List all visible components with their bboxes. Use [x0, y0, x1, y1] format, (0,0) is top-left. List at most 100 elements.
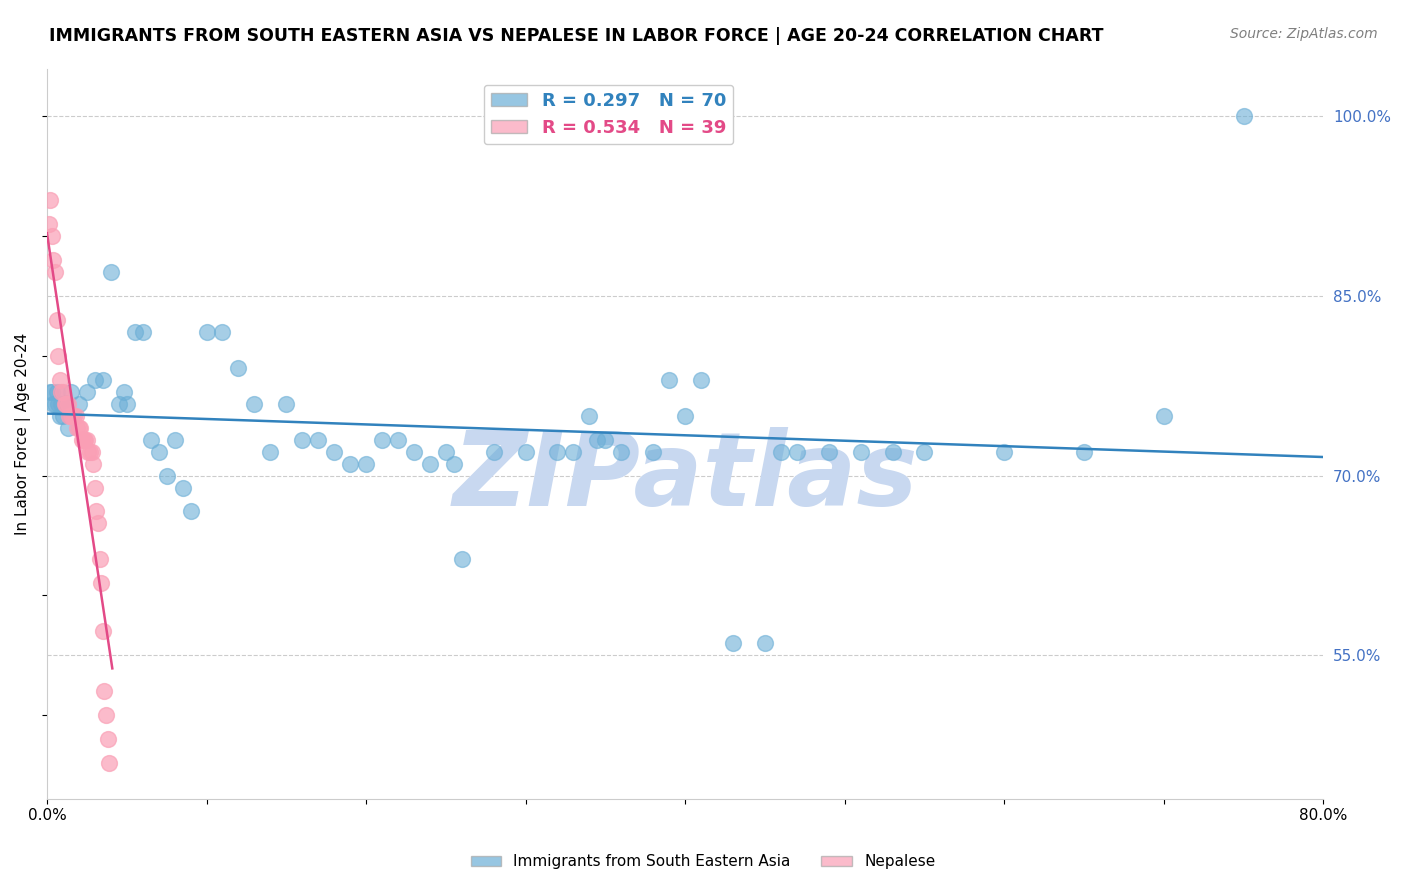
Point	[91, 624, 114, 639]
Point	[450, 552, 472, 566]
Point	[89, 552, 111, 566]
Point	[77, 444, 100, 458]
Point	[139, 433, 162, 447]
Point	[46, 349, 69, 363]
Point	[849, 444, 872, 458]
Point	[91, 373, 114, 387]
Point	[65, 409, 87, 423]
Point	[323, 444, 346, 458]
Point	[354, 457, 377, 471]
Point	[443, 457, 465, 471]
Point	[259, 444, 281, 458]
Point	[45, 313, 67, 327]
Point	[87, 516, 110, 531]
Point	[562, 444, 585, 458]
Point	[610, 444, 633, 458]
Y-axis label: In Labor Force | Age 20-24: In Labor Force | Age 20-24	[15, 333, 31, 535]
Point	[754, 636, 776, 650]
Point	[63, 409, 86, 423]
Point	[993, 444, 1015, 458]
Point	[75, 433, 97, 447]
Point	[339, 457, 361, 471]
Point	[817, 444, 839, 458]
Point	[156, 468, 179, 483]
Point	[172, 481, 194, 495]
Point	[112, 384, 135, 399]
Point	[307, 433, 329, 447]
Point	[44, 397, 66, 411]
Point	[59, 384, 82, 399]
Point	[52, 384, 75, 399]
Point	[148, 444, 170, 458]
Point	[1232, 109, 1254, 123]
Point	[107, 397, 129, 411]
Point	[55, 397, 77, 411]
Point	[42, 397, 65, 411]
Point	[70, 433, 93, 447]
Point	[276, 397, 298, 411]
Point	[46, 397, 69, 411]
Point	[83, 481, 105, 495]
Point	[56, 420, 79, 434]
Point	[42, 253, 65, 268]
Legend: R = 0.297   N = 70, R = 0.534   N = 39: R = 0.297 N = 70, R = 0.534 N = 39	[484, 85, 734, 145]
Point	[291, 433, 314, 447]
Point	[115, 397, 138, 411]
Point	[721, 636, 744, 650]
Point	[786, 444, 808, 458]
Point	[643, 444, 665, 458]
Point	[94, 708, 117, 723]
Point	[595, 433, 617, 447]
Point	[39, 384, 62, 399]
Point	[658, 373, 681, 387]
Point	[53, 397, 76, 411]
Point	[482, 444, 505, 458]
Point	[51, 397, 73, 411]
Point	[515, 444, 537, 458]
Legend: Immigrants from South Eastern Asia, Nepalese: Immigrants from South Eastern Asia, Nepa…	[464, 848, 942, 875]
Point	[1073, 444, 1095, 458]
Point	[882, 444, 904, 458]
Point	[69, 420, 91, 434]
Point	[41, 229, 63, 244]
Point	[45, 384, 67, 399]
Point	[371, 433, 394, 447]
Point	[48, 373, 70, 387]
Point	[56, 397, 79, 411]
Point	[673, 409, 696, 423]
Point	[100, 265, 122, 279]
Point	[547, 444, 569, 458]
Point	[387, 433, 409, 447]
Point	[243, 397, 266, 411]
Point	[51, 384, 73, 399]
Point	[59, 409, 82, 423]
Point	[195, 325, 218, 339]
Point	[62, 409, 84, 423]
Point	[690, 373, 713, 387]
Point	[131, 325, 153, 339]
Point	[86, 504, 108, 518]
Point	[163, 433, 186, 447]
Point	[124, 325, 146, 339]
Point	[44, 265, 66, 279]
Point	[66, 420, 89, 434]
Point	[55, 397, 77, 411]
Point	[82, 457, 104, 471]
Point	[76, 433, 98, 447]
Point	[39, 193, 62, 207]
Point	[912, 444, 935, 458]
Point	[1153, 409, 1175, 423]
Point	[180, 504, 202, 518]
Point	[79, 444, 101, 458]
Text: IMMIGRANTS FROM SOUTH EASTERN ASIA VS NEPALESE IN LABOR FORCE | AGE 20-24 CORREL: IMMIGRANTS FROM SOUTH EASTERN ASIA VS NE…	[49, 27, 1104, 45]
Point	[73, 433, 96, 447]
Point	[67, 397, 90, 411]
Point	[419, 457, 441, 471]
Point	[98, 756, 121, 770]
Point	[402, 444, 425, 458]
Point	[83, 373, 105, 387]
Point	[769, 444, 792, 458]
Point	[80, 444, 103, 458]
Point	[67, 420, 90, 434]
Point	[211, 325, 233, 339]
